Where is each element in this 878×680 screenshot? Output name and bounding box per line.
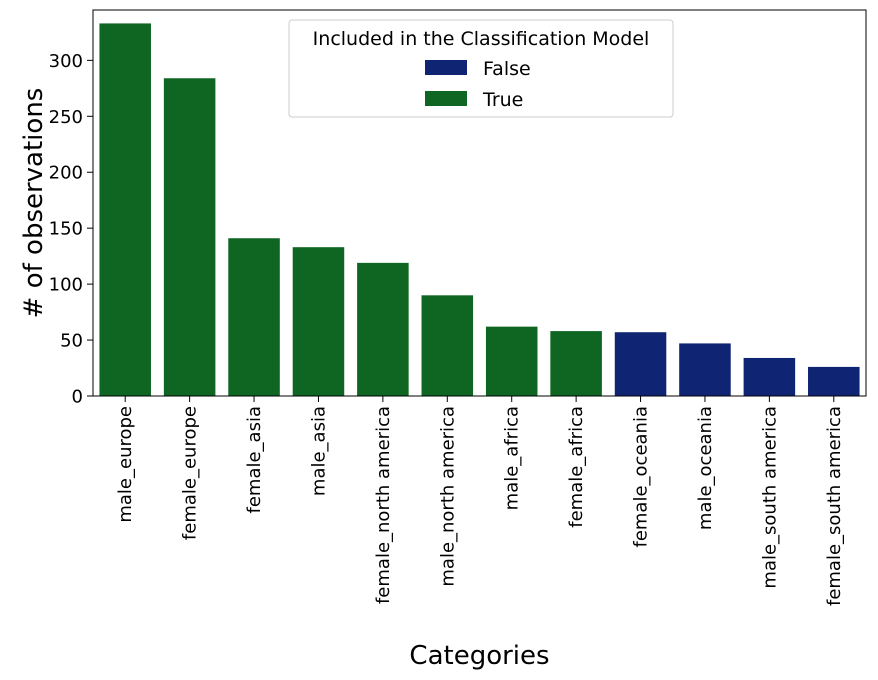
x-tick-label: male_africa (502, 406, 523, 510)
bar-male_south-america (743, 357, 796, 396)
x-tick-label: female_south america (824, 406, 845, 606)
x-tick-label: female_africa (566, 406, 587, 528)
y-axis-title: # of observations (19, 88, 49, 319)
x-tick-label: male_asia (308, 406, 329, 496)
bar-male_north-america (421, 295, 474, 396)
y-tick-label: 0 (72, 387, 83, 408)
x-tick-label: female_asia (244, 406, 265, 514)
x-axis-title: Categories (409, 641, 549, 671)
legend-title: Included in the Classification Model (313, 28, 650, 50)
y-tick-label: 150 (49, 219, 83, 240)
legend-swatch-false (425, 60, 467, 75)
x-tick-label: female_oceania (631, 406, 652, 548)
bar-female_africa (550, 331, 602, 396)
legend-label-false: False (483, 58, 531, 80)
x-tick-label: male_europe (115, 406, 136, 523)
plot-frame (92, 9, 867, 397)
bar-male_oceania (679, 343, 731, 396)
x-tick-label: male_north america (437, 406, 458, 587)
y-tick-label: 100 (49, 275, 83, 296)
legend-swatch-true (425, 91, 467, 106)
x-tick-label: female_europe (180, 406, 201, 540)
legend-label-true: True (482, 89, 523, 111)
bar-female_europe (163, 78, 216, 397)
legend-box (288, 19, 674, 118)
bar-male_asia (292, 247, 345, 396)
bar-female_asia (228, 238, 280, 396)
legend: Included in the Classification Model Fal… (288, 19, 674, 118)
x-axis: male_europe female_europe female_asia male_… (115, 396, 845, 606)
x-tick-label: female_north america (373, 406, 394, 604)
y-tick-label: 200 (49, 163, 83, 184)
bar-female_south-america (808, 366, 860, 396)
x-tick-label: male_oceania (695, 406, 716, 530)
bars-group (99, 23, 860, 397)
x-tick-label: male_south america (759, 406, 780, 589)
y-tick-label: 250 (49, 107, 83, 128)
bar-male_africa (485, 326, 538, 396)
y-tick-label: 50 (60, 331, 83, 352)
bar-female_oceania (614, 332, 667, 396)
y-tick-label: 300 (49, 51, 83, 72)
bar-male_europe (99, 23, 151, 396)
y-axis: 0 50 100 150 200 250 300 (49, 51, 93, 408)
bar-female_north-america (357, 262, 409, 396)
